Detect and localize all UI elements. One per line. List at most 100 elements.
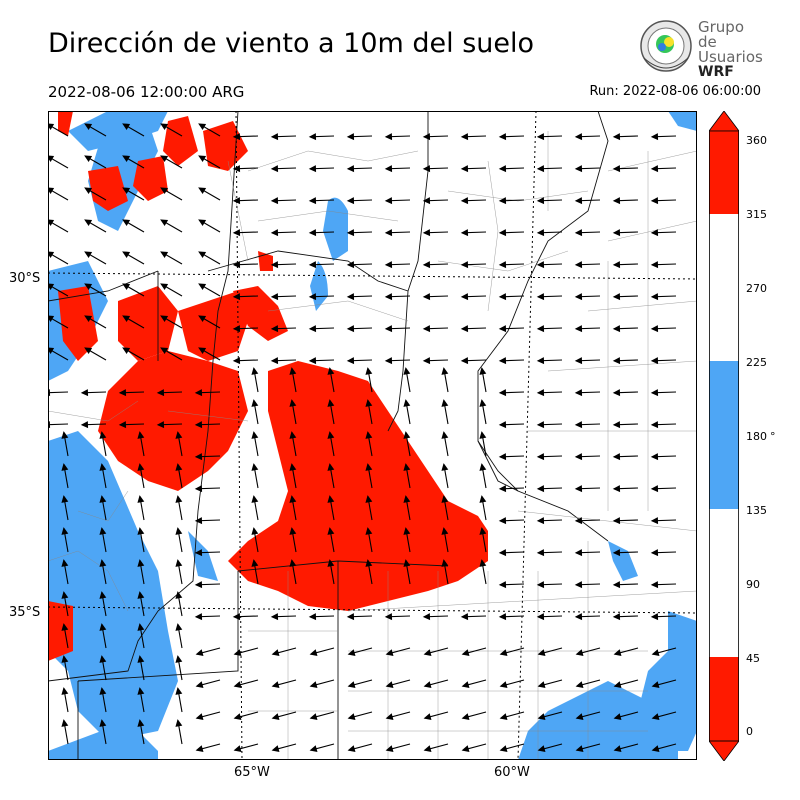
wind-arrow-head bbox=[365, 463, 373, 471]
wind-arrow-head bbox=[289, 495, 297, 503]
wind-arrow-head bbox=[160, 315, 169, 322]
wind-arrow-head bbox=[198, 187, 207, 194]
wind-arrow-head bbox=[574, 293, 583, 301]
wind-arrow-head bbox=[122, 219, 131, 226]
logo-line-3: WRF bbox=[698, 64, 734, 80]
wind-arrow-head bbox=[122, 315, 131, 322]
wind-arrow-head bbox=[270, 261, 279, 269]
wind-arrow-head bbox=[122, 155, 131, 162]
wind-arrow-head bbox=[385, 745, 394, 753]
wind-arrow-head bbox=[498, 613, 507, 621]
wind-arrow-head bbox=[175, 463, 183, 471]
wind-arrow-head bbox=[327, 431, 335, 439]
wind-arrow-head bbox=[271, 649, 280, 657]
wind-arrow-head bbox=[137, 527, 145, 535]
wind-arrow-head bbox=[137, 655, 145, 663]
wind-arrow-head bbox=[460, 261, 469, 269]
wind-arrow-head bbox=[346, 229, 355, 237]
wind-arrow-head bbox=[612, 581, 621, 589]
wind-arrow-head bbox=[612, 421, 621, 429]
wind-arrow-head bbox=[651, 745, 660, 753]
wind-arrow-head bbox=[536, 357, 545, 365]
wind-arrow-head bbox=[574, 613, 583, 621]
wind-arrow-head bbox=[99, 719, 107, 727]
wind-arrow-head bbox=[270, 293, 279, 301]
wind-arrow-head bbox=[309, 681, 318, 689]
wind-arrow-head bbox=[308, 261, 317, 269]
wind-arrow-head bbox=[499, 681, 508, 689]
wind-arrow-head bbox=[270, 613, 279, 621]
logo-line-1: Grupo de bbox=[698, 18, 744, 51]
wind-arrow-head bbox=[575, 745, 584, 753]
wind-arrow-head bbox=[536, 517, 545, 525]
wind-arrow-head bbox=[175, 655, 183, 663]
wind-arrow-head bbox=[384, 261, 393, 269]
wind-arrow-head bbox=[460, 133, 469, 141]
wind-arrow-head bbox=[194, 581, 203, 589]
wind-arrow-head bbox=[232, 357, 241, 365]
wind-arrow-head bbox=[251, 463, 259, 471]
wind-arrow-head bbox=[232, 165, 241, 173]
wind-arrow-head bbox=[612, 261, 621, 269]
wind-arrow-head bbox=[346, 293, 355, 301]
wind-arrow-head bbox=[423, 681, 432, 689]
lat-label-35: 35°S bbox=[9, 605, 41, 620]
wind-arrow-head bbox=[612, 549, 621, 557]
wind-arrow-head bbox=[498, 325, 507, 333]
wind-arrow-head bbox=[498, 453, 507, 461]
wind-arrow-head bbox=[233, 745, 242, 753]
cb-tick-225: 225 bbox=[746, 356, 767, 369]
wind-arrow-head bbox=[99, 527, 107, 535]
wind-arrow-head bbox=[346, 357, 355, 365]
wind-arrow-head bbox=[308, 357, 317, 365]
wind-arrow-head bbox=[403, 463, 411, 471]
run-time: Run: 2022-08-06 06:00:00 bbox=[589, 84, 761, 99]
map-title: Dirección de viento a 10m del suelo bbox=[48, 28, 535, 59]
wind-arrow-head bbox=[327, 463, 335, 471]
wind-arrow-head bbox=[175, 591, 183, 599]
wind-arrow-head bbox=[499, 713, 508, 721]
wind-arrow-head bbox=[423, 649, 432, 657]
wind-arrow-head bbox=[403, 367, 411, 375]
wind-arrow-head bbox=[384, 293, 393, 301]
wind-arrow-head bbox=[498, 549, 507, 557]
wind-arrow-head bbox=[308, 613, 317, 621]
wind-arrow-head bbox=[251, 431, 259, 439]
wind-arrow-head bbox=[175, 719, 183, 727]
wind-arrow-head bbox=[232, 325, 241, 333]
wind-arrow-head bbox=[308, 165, 317, 173]
wind-arrow-head bbox=[194, 517, 203, 525]
wind-arrow-head bbox=[460, 197, 469, 205]
wind-arrow-head bbox=[270, 197, 279, 205]
wind-arrow-head bbox=[479, 559, 487, 567]
wind-arrow-head bbox=[327, 527, 335, 535]
wind-arrow-head bbox=[385, 681, 394, 689]
wind-arrow-head bbox=[612, 325, 621, 333]
wind-arrow-head bbox=[61, 431, 69, 439]
wind-arrow-head bbox=[574, 389, 583, 397]
wind-arrow-head bbox=[650, 517, 659, 525]
wind-arrow-head bbox=[422, 325, 431, 333]
wind-arrow-head bbox=[385, 649, 394, 657]
wind-arrow-head bbox=[575, 713, 584, 721]
wind-arrow-head bbox=[61, 463, 69, 471]
wind-arrow-head bbox=[479, 527, 487, 535]
wind-arrow-head bbox=[347, 681, 356, 689]
wind-arrow-head bbox=[194, 389, 203, 397]
wind-arrow-head bbox=[289, 431, 297, 439]
wind-arrow-head bbox=[289, 367, 297, 375]
wind-arrow-head bbox=[195, 713, 204, 721]
wind-arrow-head bbox=[84, 283, 93, 290]
wind-arrow-head bbox=[479, 399, 487, 407]
wind-arrow-head bbox=[346, 197, 355, 205]
wind-arrow-head bbox=[422, 357, 431, 365]
wind-arrow-head bbox=[175, 527, 183, 535]
wind-arrow-head bbox=[160, 251, 169, 258]
wind-arrow-head bbox=[80, 389, 89, 397]
wind-arrow-head bbox=[289, 527, 297, 535]
logo-seal-icon bbox=[640, 20, 692, 72]
wind-arrow-head bbox=[461, 681, 470, 689]
wind-arrow-head bbox=[84, 219, 93, 226]
wind-arrow-head bbox=[99, 591, 107, 599]
wind-arrow-head bbox=[137, 623, 145, 631]
